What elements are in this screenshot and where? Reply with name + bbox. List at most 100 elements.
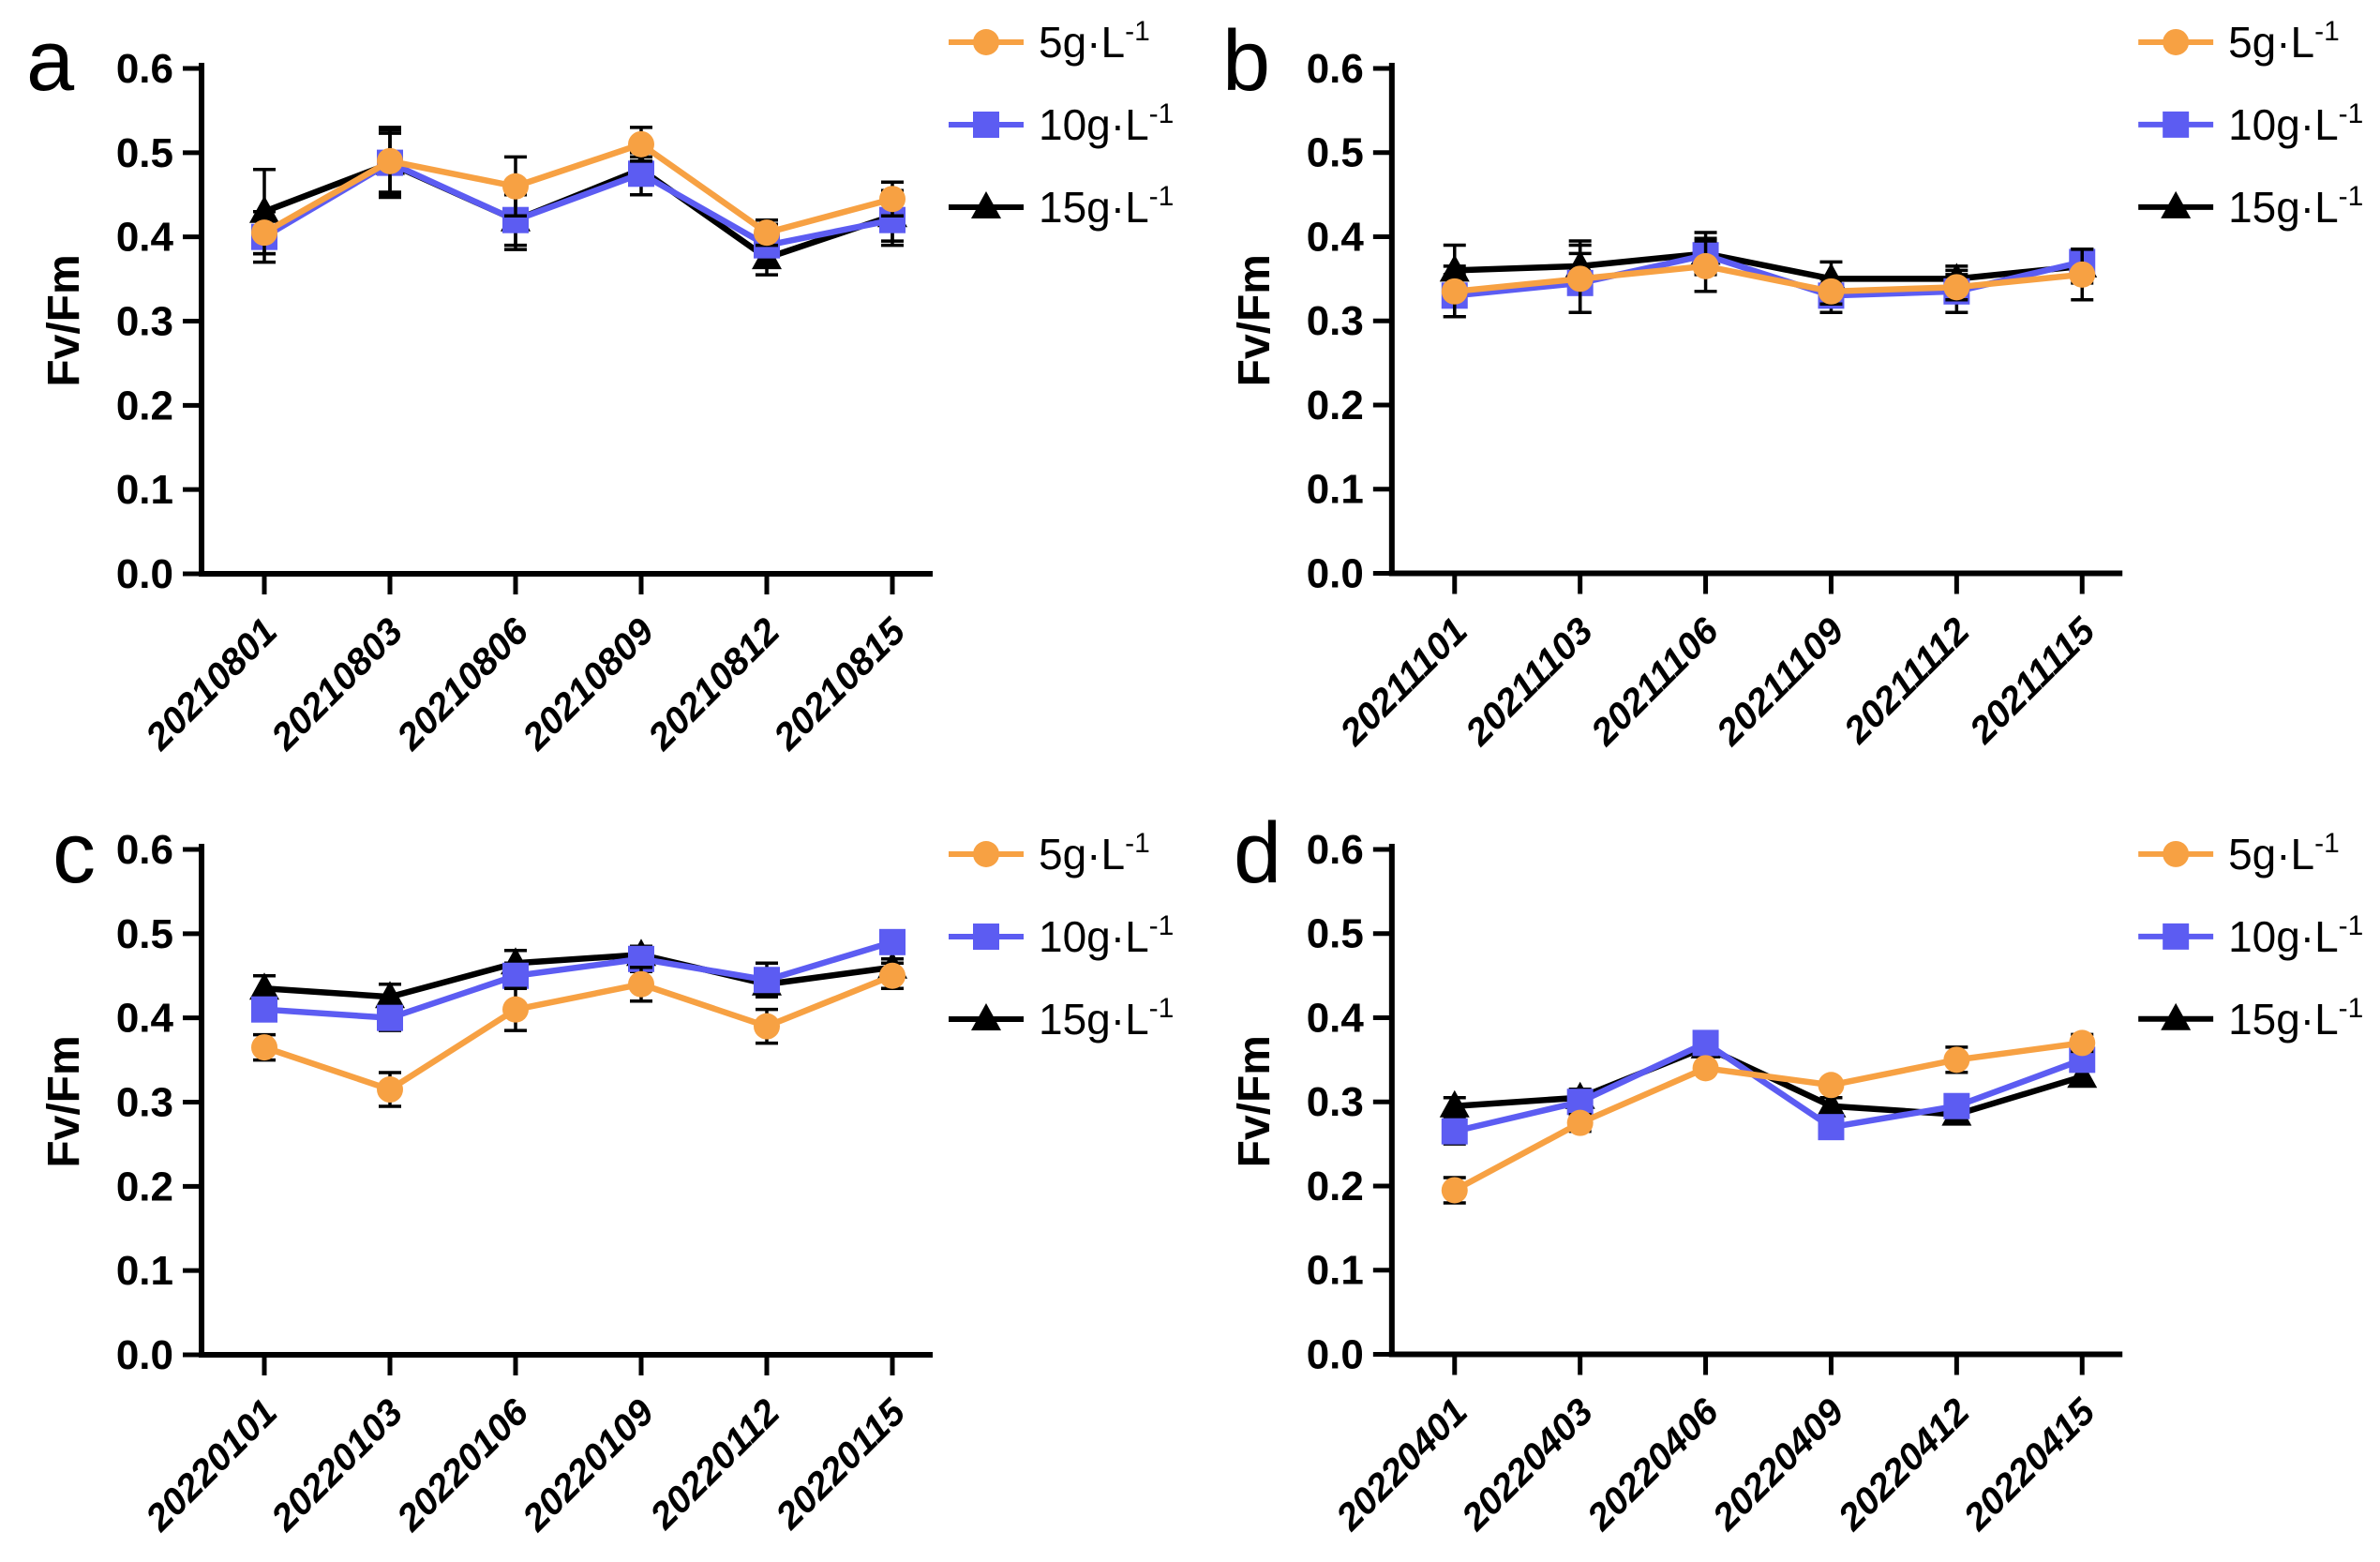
data-point-marker [1943, 1046, 1970, 1074]
x-tick-label: 20211101 [1332, 610, 1475, 754]
data-point-marker [1566, 1109, 1594, 1136]
legend-item-5g-l: 5g·L-1 [2138, 828, 2340, 879]
legend-item-15g-l: 15g·L-1 [949, 181, 1174, 232]
legend-marker-square [973, 924, 999, 950]
data-point-marker [377, 1004, 403, 1031]
legend-marker-triangle [2161, 190, 2192, 218]
y-ticks: 0.0 0.1 0.2 0.3 0.4 0.5 0.6 [1307, 827, 1392, 1378]
axes [199, 63, 933, 577]
data-point-marker [502, 173, 529, 200]
panel-d: d 0.0 0.1 0.2 0.3 0.4 0.5 0.6 20220401 20220403 20… [1190, 781, 2380, 1562]
x-tick-label: 20220106 [389, 1391, 537, 1539]
legend-marker-triangle [2161, 1002, 2192, 1030]
y-tick-label: 0.1 [116, 1248, 173, 1294]
panel-a-chart: a0.00.10.20.30.40.50.6202108012021080320… [26, 13, 1174, 758]
x-tick-label: 20220409 [1704, 1390, 1852, 1539]
series-5g-l [251, 126, 906, 256]
y-axis-title: Fv/Fm [1230, 254, 1280, 386]
x-tick-label: 20220406 [1579, 1390, 1727, 1539]
legend-marker-circle [973, 841, 999, 867]
data-point-marker [1441, 1118, 1468, 1145]
y-tick-label: 0.6 [116, 46, 173, 92]
data-point-marker [1818, 1072, 1845, 1099]
y-tick-label: 0.3 [1307, 298, 1364, 344]
x-tick-label: 20211115 [1961, 609, 2103, 752]
x-tick-label: 20220103 [263, 1391, 412, 1539]
x-tick-label: 20210803 [263, 610, 412, 758]
data-point-marker [2069, 261, 2096, 288]
legend-label: 15g·L-1 [1039, 181, 1174, 232]
y-tick-label: 0.5 [1307, 911, 1364, 957]
legend-item-10g-l: 10g·L-1 [2138, 910, 2363, 961]
y-tick-label: 0.0 [1307, 551, 1364, 597]
y-axis-title: Fv/Fm [1230, 1035, 1280, 1167]
x-ticks: 2022010120220103202201062022010920220112… [138, 1355, 914, 1539]
x-tick-label: 20210815 [766, 610, 914, 758]
data-point-marker [1441, 1177, 1468, 1204]
legend-item-5g-l: 5g·L-1 [949, 828, 1150, 879]
y-tick-label: 0.5 [116, 911, 173, 957]
data-point-marker [251, 1034, 277, 1061]
y-tick-label: 0.2 [116, 383, 173, 428]
legend-label: 15g·L-1 [1039, 993, 1174, 1044]
legend-marker-square [2163, 923, 2190, 950]
data-point-marker [1692, 1029, 1719, 1057]
y-tick-label: 0.6 [1307, 827, 1364, 873]
x-tick-label: 20210801 [138, 610, 286, 758]
axes [199, 844, 933, 1358]
series-10g-l [1441, 1029, 2096, 1146]
x-tick-label: 20210812 [640, 610, 788, 758]
y-tick-label: 0.1 [1307, 1248, 1364, 1294]
legend-label: 15g·L-1 [2228, 181, 2363, 232]
series-line-15g-l [263, 952, 893, 1000]
x-tick-label: 20220403 [1454, 1391, 1602, 1539]
data-point-marker [377, 1076, 403, 1104]
data-point-marker [1816, 1089, 1847, 1118]
panel-letter: d [1234, 805, 1281, 901]
series-line-15g-l [1454, 250, 2083, 282]
series-line-5g-l [1453, 1040, 2083, 1194]
panel-d-chart: d0.00.10.20.30.40.50.6202204012022040320… [1230, 805, 2363, 1539]
legend-label: 5g·L-1 [2228, 828, 2340, 879]
data-point-marker [1566, 265, 1594, 293]
y-tick-label: 0.6 [1307, 46, 1364, 92]
legend-marker-circle [2163, 840, 2190, 867]
legend-item-5g-l: 5g·L-1 [2138, 16, 2340, 67]
legend-item-5g-l: 5g·L-1 [949, 16, 1150, 67]
y-tick-label: 0.5 [116, 130, 173, 176]
data-point-marker [1818, 278, 1845, 305]
y-tick-label: 0.2 [1307, 383, 1364, 428]
y-tick-label: 0.5 [1307, 130, 1364, 176]
legend-label: 10g·L-1 [1039, 910, 1174, 961]
data-point-marker [879, 962, 906, 989]
y-tick-label: 0.6 [116, 827, 173, 873]
y-ticks: 0.0 0.1 0.2 0.3 0.4 0.5 0.6 [116, 46, 202, 597]
data-point-marker [879, 186, 906, 213]
y-ticks: 0.0 0.1 0.2 0.3 0.4 0.5 0.6 [1307, 46, 1392, 597]
x-tick-label: 20220401 [1328, 1391, 1476, 1539]
data-point-marker [628, 130, 654, 158]
data-point-marker [754, 1013, 780, 1040]
legend-item-15g-l: 15g·L-1 [949, 993, 1174, 1044]
y-tick-label: 0.4 [116, 996, 174, 1042]
data-point-marker [249, 195, 279, 223]
data-point-marker [249, 972, 279, 1000]
data-point-marker [377, 147, 403, 174]
y-tick-label: 0.1 [116, 467, 173, 513]
series-line-10g-l [263, 939, 893, 1021]
series-line-5g-l [262, 141, 893, 236]
panel-c: c 0.0 0.1 0.2 0.3 0.4 0.5 0.6 20220101 20220103 20… [0, 781, 1190, 1562]
legend-label: 5g·L-1 [1039, 828, 1150, 879]
series-line-10g-l [1454, 1040, 2084, 1134]
x-tick-label: 20211106 [1583, 609, 1728, 754]
x-ticks: 2021080120210803202108062021080920210812… [138, 574, 914, 758]
legend-marker-circle [2163, 28, 2190, 55]
legend: 5g·L-1 10g·L-1 15g·L-1 [2138, 828, 2363, 1044]
data-point-marker [1943, 1092, 1970, 1119]
y-axis-title: Fv/Fm [39, 1035, 89, 1167]
data-point-marker [754, 219, 780, 247]
legend: 5g·L-1 10g·L-1 15g·L-1 [949, 16, 1174, 232]
x-tick-label: 20220101 [138, 1391, 286, 1539]
series-line-5g-l [1454, 263, 2083, 295]
